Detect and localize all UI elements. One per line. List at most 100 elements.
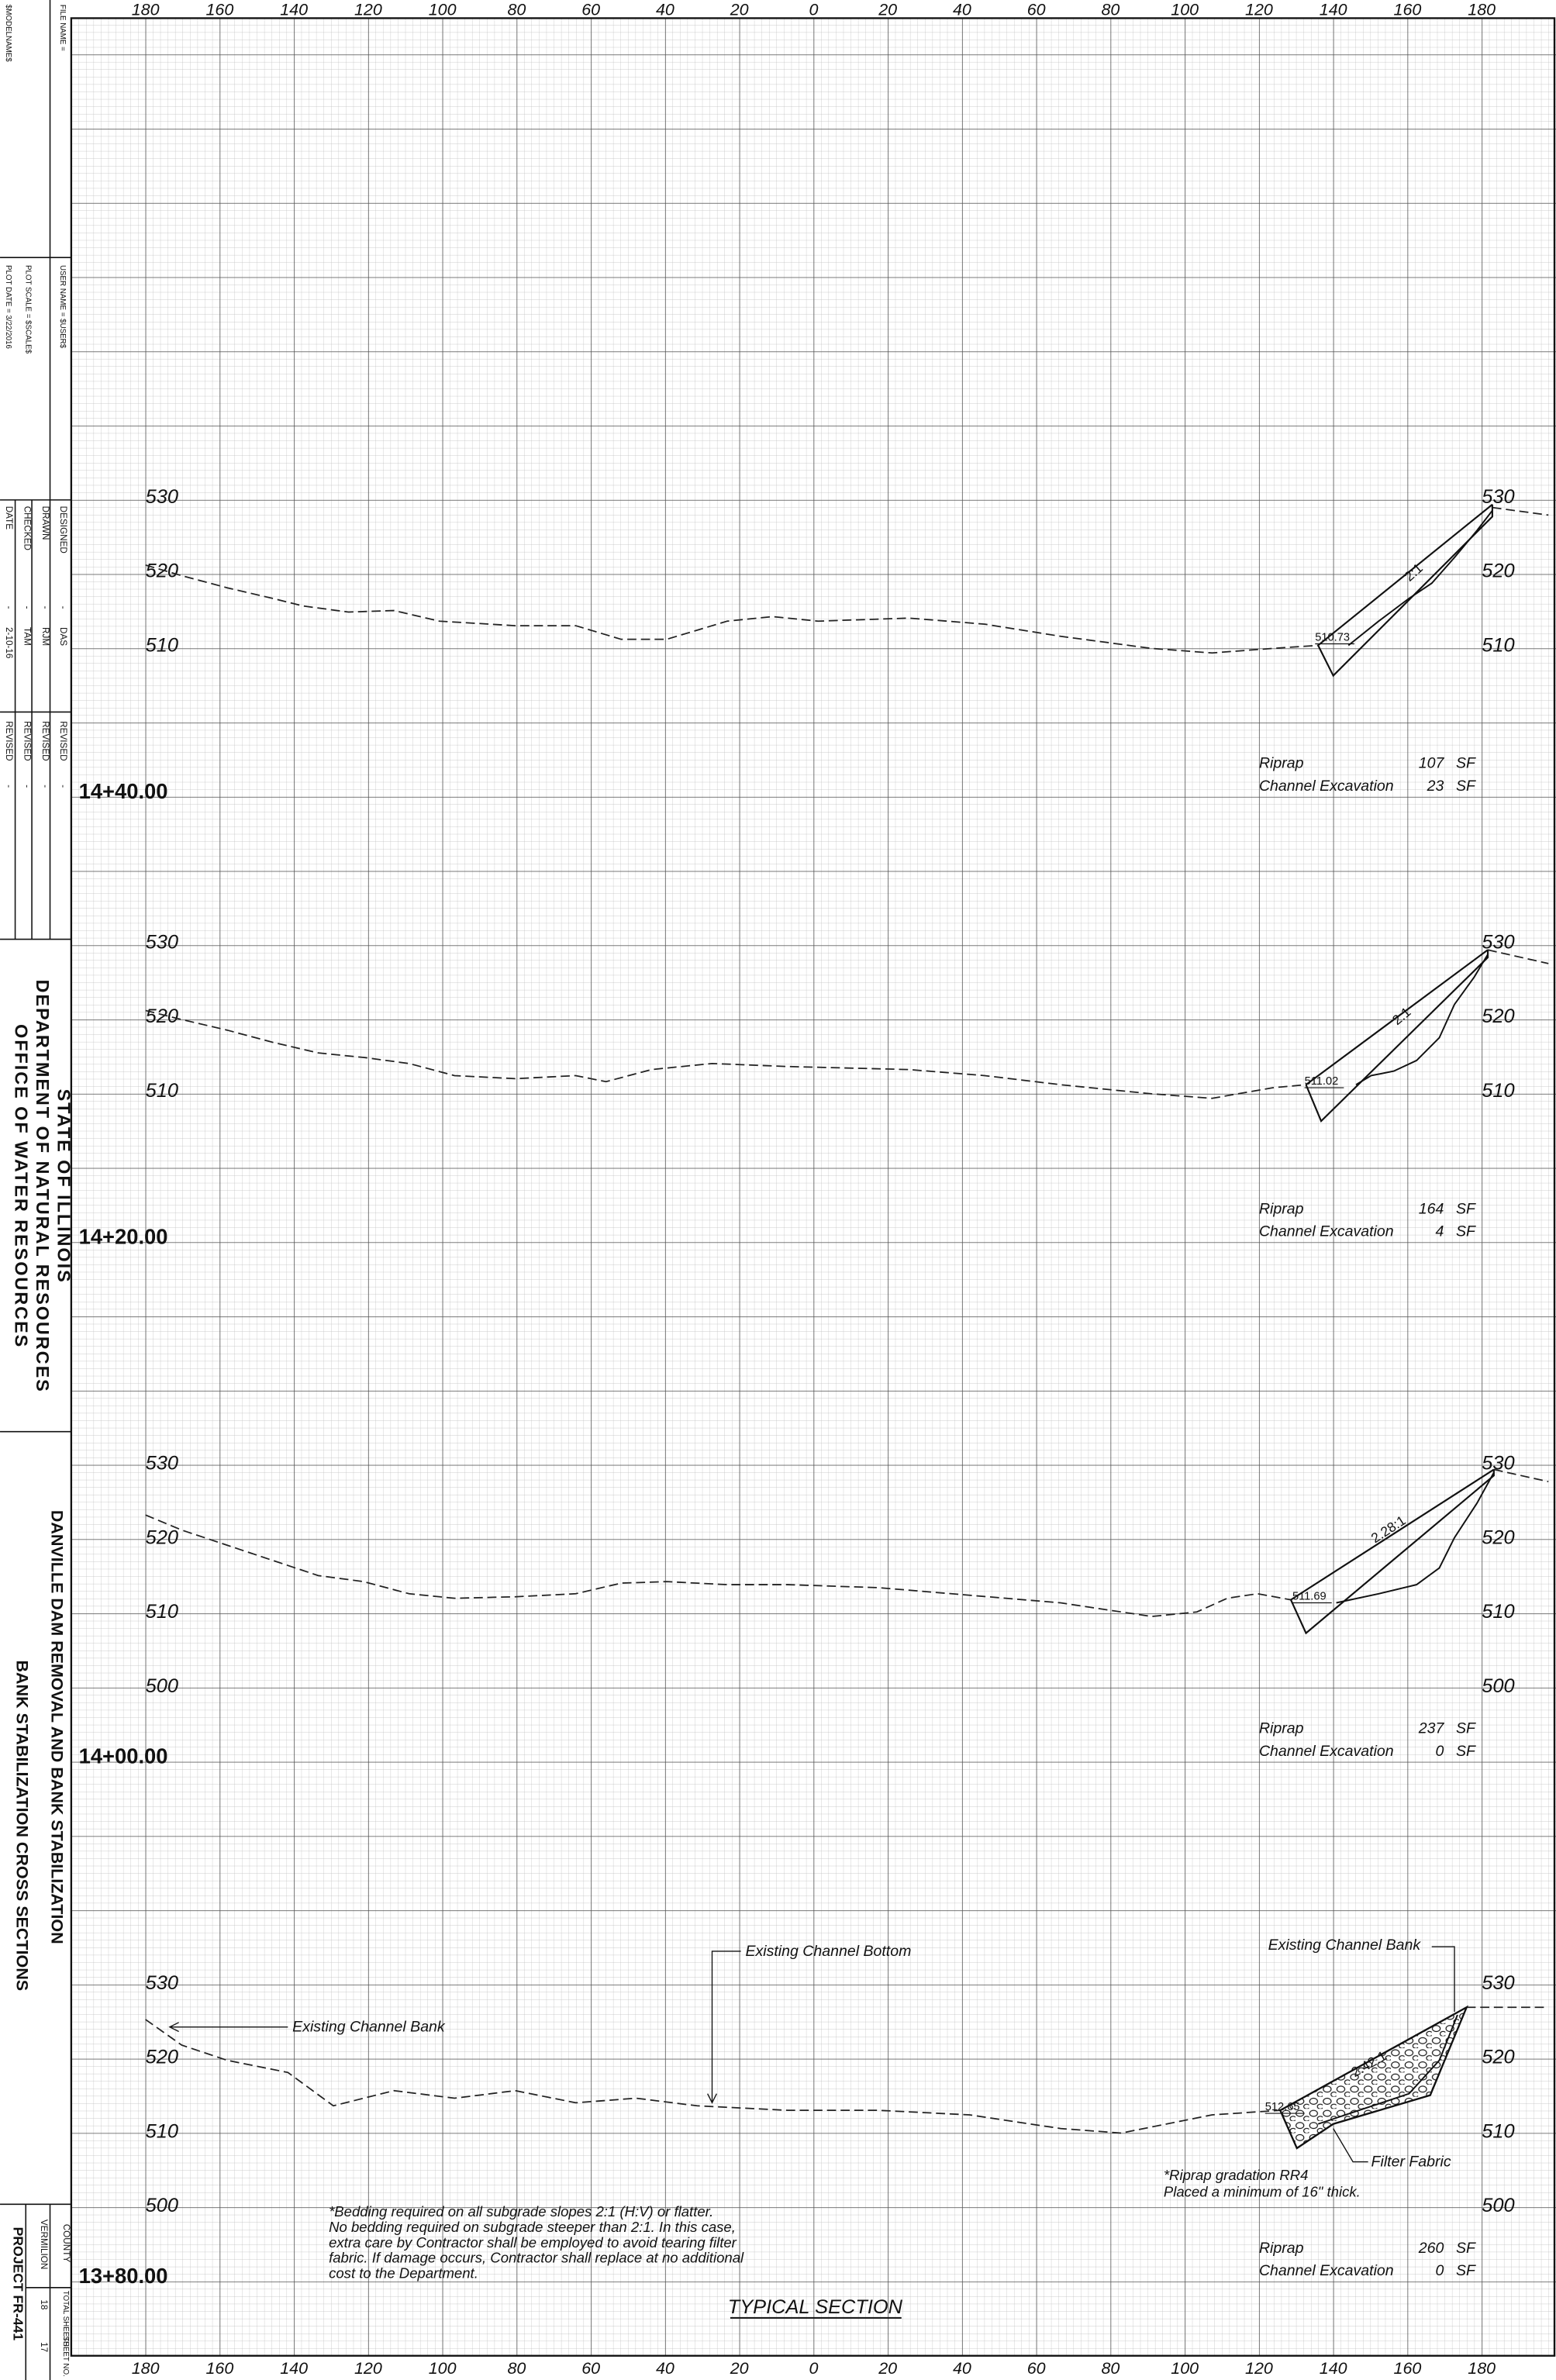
elevation-label-left: 510 (146, 634, 178, 656)
offset-label-top: 120 (1245, 1, 1273, 19)
elevation-label-left: 530 (146, 1972, 178, 1994)
offset-label-top: 20 (730, 1, 749, 19)
elevation-label-right: 510 (1482, 1601, 1514, 1623)
offset-label-bottom: 140 (280, 2359, 308, 2378)
sheet-title: BANK STABILIZATION CROSS SECTIONS (13, 1661, 32, 1992)
quantity-unit: SF (1456, 2262, 1476, 2279)
offset-label-top: 100 (1171, 1, 1199, 19)
station-label: 14+20.00 (79, 1224, 168, 1248)
quantity-label: Channel Excavation (1259, 778, 1394, 795)
file-name: FILE NAME = (58, 5, 67, 51)
quantity-unit: SF (1456, 2240, 1476, 2257)
signoff-value: TAM (22, 627, 32, 646)
elevation-label-left: 520 (146, 561, 178, 582)
existing-bank (1336, 1471, 1495, 1604)
offset-label-bottom: 100 (429, 2359, 457, 2378)
elevation-label-left: 510 (146, 2120, 178, 2142)
existing-bank (1317, 2014, 1458, 2125)
offset-label-top: 40 (953, 1, 971, 19)
county: VERMILION (39, 2220, 49, 2269)
elevation-label-right: 520 (1482, 1005, 1514, 1027)
offset-label-bottom: 140 (1320, 2359, 1347, 2378)
quantity-value: 23 (1427, 778, 1444, 795)
sheet-no-label: SHEET NO. (61, 2336, 70, 2376)
offset-label-top: 140 (280, 1, 308, 19)
plot-date: PLOT DATE = 3/22/2016 (4, 265, 12, 349)
quantity-unit: SF (1456, 1223, 1476, 1240)
elevation-label-left: 510 (146, 1080, 178, 1102)
existing-ground (1492, 506, 1549, 516)
quantity-label: Riprap (1259, 1200, 1304, 1217)
offset-label-bottom: 20 (878, 2359, 897, 2378)
offset-label-bottom: 40 (953, 2359, 971, 2378)
leader (711, 1951, 741, 2103)
quantity-label: Channel Excavation (1259, 1743, 1394, 1760)
signoff-dash: - (4, 606, 14, 609)
quantity-label: Riprap (1259, 755, 1304, 772)
signoff-value: RJM (40, 627, 50, 646)
total-sheets-label: TOTAL SHEETS (61, 2291, 70, 2347)
offset-label-top: 140 (1320, 1, 1347, 19)
quantity-value: 260 (1418, 2240, 1444, 2257)
leader (707, 2093, 717, 2104)
station-label: 14+40.00 (79, 779, 168, 803)
offset-label-top: 100 (429, 1, 457, 19)
elevation-label-left: 530 (146, 486, 178, 508)
design-slope (1305, 949, 1489, 1086)
signoff-dash: - (22, 606, 32, 609)
quantity-value: 107 (1419, 755, 1445, 772)
bedding-note: cost to the Department. (329, 2265, 478, 2282)
title-block-lines (0, 0, 71, 2380)
offset-label-bottom: 120 (1245, 2359, 1273, 2378)
revision-label: REVISED (22, 721, 32, 761)
quantity-label: Channel Excavation (1259, 1223, 1394, 1240)
existing-ground (145, 1514, 1292, 1617)
agency-line: DEPARTMENT OF NATURAL RESOURCES (33, 979, 53, 1392)
elevation-callout: 510.73 (1315, 632, 1350, 644)
signoff-label: DESIGNED (58, 506, 68, 554)
offset-label-bottom: 180 (132, 2359, 160, 2378)
offset-label-top: 80 (1101, 1, 1120, 19)
annotation: Filter Fabric (1371, 2153, 1451, 2170)
quantity-value: 237 (1418, 1720, 1445, 1737)
elevation-label-right: 520 (1482, 561, 1514, 582)
elevation-label-right: 500 (1482, 1675, 1514, 1697)
elevation-label-right: 530 (1482, 1972, 1514, 1994)
model-name: $MODELNAME$ (4, 5, 12, 62)
leader (1333, 2128, 1368, 2163)
design-slope (1317, 503, 1493, 647)
offset-label-bottom: 100 (1171, 2359, 1199, 2378)
agency-line: STATE OF ILLINOIS (53, 1089, 74, 1284)
existing-bank (1347, 509, 1493, 647)
signoff-label: DATE (4, 506, 14, 530)
offset-label-top: 80 (507, 1, 526, 19)
existing-ground (1487, 949, 1549, 964)
quantity-value: 4 (1435, 1223, 1444, 1240)
project-number: PROJECT FR-441 (11, 2227, 26, 2341)
revision-dash: - (4, 785, 14, 788)
bedding-note: No bedding required on subgrade steeper … (329, 2219, 736, 2235)
annotation: Existing Channel Bank (1268, 1937, 1422, 1954)
grid-border (70, 17, 1556, 2357)
elevation-label-left: 500 (146, 2195, 178, 2216)
elevation-callout: 512.65 (1265, 2101, 1300, 2113)
revision-dash: - (22, 785, 32, 788)
major-grid (71, 18, 1556, 2356)
quantity-label: Riprap (1259, 2240, 1304, 2257)
elevation-label-left: 530 (146, 1453, 178, 1475)
offset-label-bottom: 0 (809, 2359, 818, 2378)
offset-label-bottom: 160 (205, 2359, 233, 2378)
existing-ground (145, 564, 1319, 654)
bedding-note: fabric. If damage occurs, Contractor sha… (329, 2250, 744, 2266)
signoff-value: 2-10-16 (4, 627, 14, 658)
offset-label-top: 0 (809, 1, 818, 19)
existing-ground (145, 2019, 1281, 2134)
elevation-label-right: 520 (1482, 1526, 1514, 1548)
quantity-unit: SF (1456, 1743, 1476, 1760)
design-toe (1305, 950, 1489, 1123)
riprap-note: *Riprap gradation RR4 (1164, 2167, 1309, 2183)
signoff-dash: - (58, 606, 68, 609)
offset-label-bottom: 80 (1101, 2359, 1120, 2378)
offset-label-bottom: 160 (1394, 2359, 1422, 2378)
